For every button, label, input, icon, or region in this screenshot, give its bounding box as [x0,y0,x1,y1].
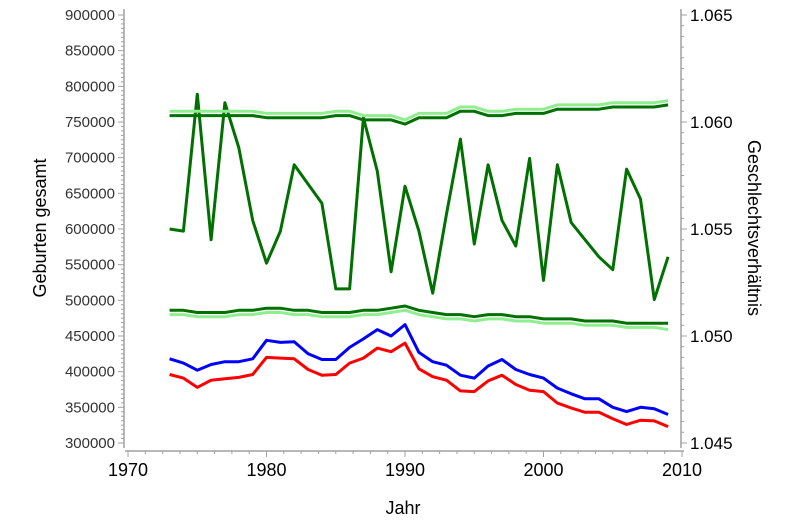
y-tick-label: 750000 [65,114,115,131]
series-line-female-births [169,341,669,428]
y-tick-label: 450000 [65,328,115,345]
y2-tick-label: 1.065 [690,6,733,25]
y-tick-label: 600000 [65,221,115,238]
y2-tick-label: 1.045 [690,434,733,453]
series-group [169,92,670,428]
series-line-upper-limit-2 [169,99,669,122]
series-line-lower-limit-2 [169,308,669,332]
y-tick-label: 400000 [65,364,115,381]
y-tick-label: 900000 [65,7,115,24]
y-tick-label: 850000 [65,43,115,60]
x-tick-label: 1970 [108,460,148,480]
x-tick-label: 2000 [523,460,563,480]
series-line-male-births [169,323,669,416]
y-tick-label: 650000 [65,185,115,202]
x-tick-label: 2010 [662,460,702,480]
y-tick-label: 700000 [65,150,115,167]
y-tick-label: 800000 [65,78,115,95]
axes: 300000 350000 400000 450000 500000 550000 6000… [65,6,733,480]
y-tick-label: 350000 [65,399,115,416]
y2-tick-label: 1.055 [690,220,733,239]
y2-axis-label: Geschlechtsverhältnis [744,140,764,316]
series-line-sex-ratio [169,92,670,302]
x-axis-label: Jahr [385,498,420,518]
y-tick-label: 300000 [65,435,115,452]
x-tick-label: 1990 [385,460,425,480]
y-tick-label: 550000 [65,257,115,274]
y2-tick-label: 1.050 [690,327,733,346]
y-axis-label: Geburten gesamt [30,158,50,297]
y2-tick-label: 1.060 [690,113,733,132]
series-line-upper-limit-1 [169,103,669,126]
x-tick-label: 1980 [246,460,286,480]
series-line-lower-limit-1 [169,304,669,325]
y-tick-label: 500000 [65,292,115,309]
